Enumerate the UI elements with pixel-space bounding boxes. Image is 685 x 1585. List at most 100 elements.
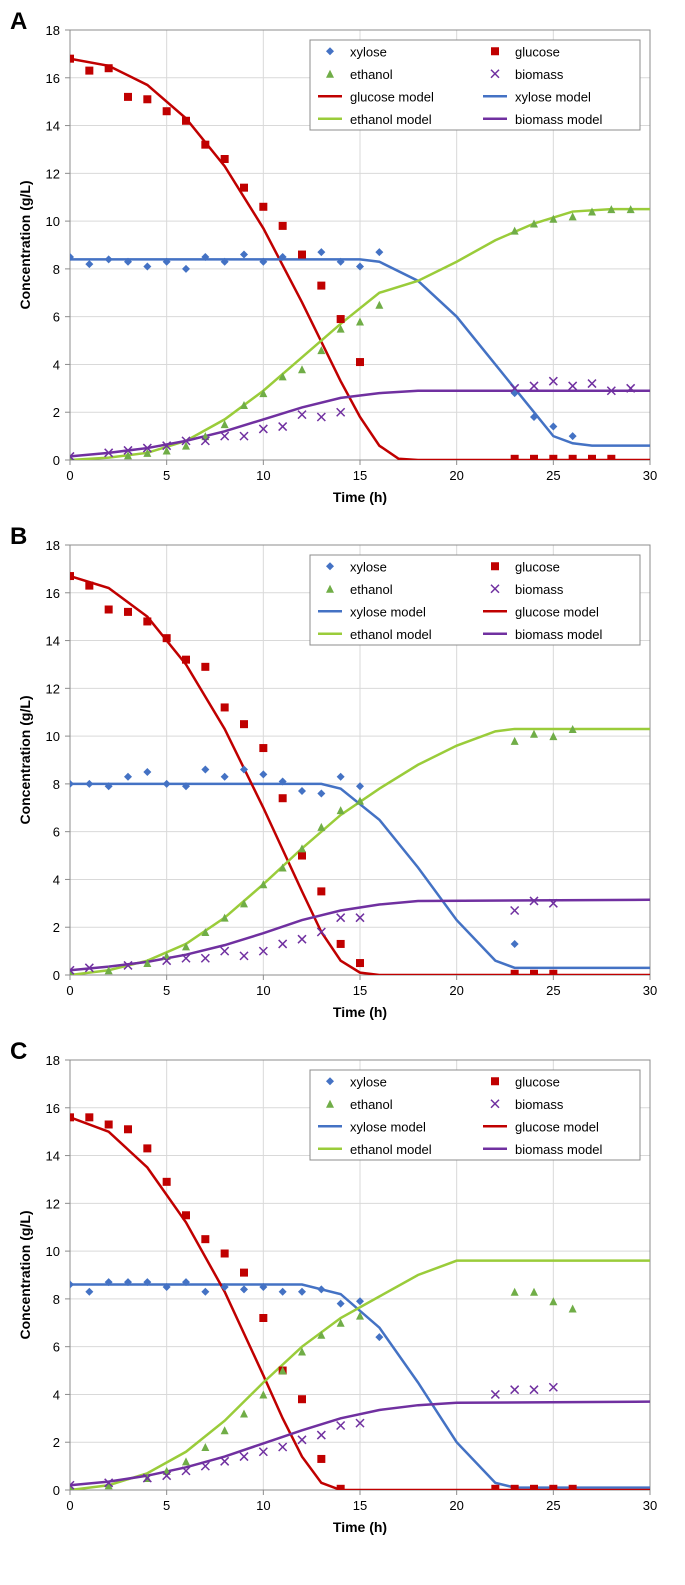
data-point — [143, 1144, 151, 1152]
legend-label: ethanol — [350, 67, 393, 82]
x-tick-label: 10 — [256, 468, 270, 483]
chart-svg: 051015202530024681012141618Time (h)Conce… — [10, 1040, 675, 1540]
y-tick-label: 2 — [53, 405, 60, 420]
x-axis-label: Time (h) — [333, 1004, 387, 1020]
data-point — [221, 155, 229, 163]
data-point — [105, 606, 113, 614]
data-point — [163, 107, 171, 115]
data-point — [337, 315, 345, 323]
chart-svg: 051015202530024681012141618Time (h)Conce… — [10, 10, 675, 510]
legend-label: biomass — [515, 582, 564, 597]
data-point — [240, 1269, 248, 1277]
legend-label: xylose model — [350, 1119, 426, 1134]
legend-label: glucose — [515, 1074, 560, 1089]
data-point — [491, 1077, 499, 1085]
legend-label: biomass model — [515, 1142, 603, 1157]
data-point — [85, 582, 93, 590]
y-tick-label: 2 — [53, 1435, 60, 1450]
data-point — [356, 959, 364, 967]
x-tick-label: 5 — [163, 468, 170, 483]
legend-label: ethanol model — [350, 1142, 432, 1157]
y-tick-label: 0 — [53, 968, 60, 983]
y-tick-label: 18 — [46, 538, 60, 553]
y-tick-label: 14 — [46, 634, 60, 649]
x-tick-label: 25 — [546, 468, 560, 483]
data-point — [317, 282, 325, 290]
x-tick-label: 30 — [643, 983, 657, 998]
data-point — [259, 744, 267, 752]
x-tick-label: 20 — [449, 468, 463, 483]
y-tick-label: 18 — [46, 1053, 60, 1068]
y-tick-label: 8 — [53, 777, 60, 792]
x-tick-label: 30 — [643, 1498, 657, 1513]
data-point — [201, 663, 209, 671]
data-point — [298, 1395, 306, 1403]
data-point — [221, 703, 229, 711]
legend-label: ethanol model — [350, 112, 432, 127]
data-point — [66, 55, 74, 63]
legend-label: biomass model — [515, 627, 603, 642]
chart-svg: 051015202530024681012141618Time (h)Conce… — [10, 525, 675, 1025]
y-tick-label: 6 — [53, 825, 60, 840]
legend-label: xylose model — [350, 604, 426, 619]
y-tick-label: 8 — [53, 1292, 60, 1307]
legend-label: ethanol — [350, 1097, 393, 1112]
data-point — [298, 251, 306, 259]
panel-label: A — [10, 8, 27, 36]
data-point — [511, 1485, 519, 1493]
legend-label: xylose model — [515, 89, 591, 104]
y-tick-label: 16 — [46, 1101, 60, 1116]
data-point — [279, 222, 287, 230]
data-point — [317, 1455, 325, 1463]
x-tick-label: 0 — [66, 1498, 73, 1513]
data-point — [511, 970, 519, 978]
data-point — [105, 64, 113, 72]
x-tick-label: 15 — [353, 1498, 367, 1513]
y-axis-label: Concentration (g/L) — [17, 1210, 33, 1339]
data-point — [182, 1211, 190, 1219]
data-point — [85, 67, 93, 75]
y-tick-label: 12 — [46, 1196, 60, 1211]
figure-container: A051015202530024681012141618Time (h)Conc… — [10, 10, 675, 1540]
panel-label: B — [10, 523, 27, 551]
legend-label: xylose — [350, 1074, 387, 1089]
y-axis-label: Concentration (g/L) — [17, 695, 33, 824]
legend-label: xylose — [350, 44, 387, 59]
x-tick-label: 30 — [643, 468, 657, 483]
y-tick-label: 16 — [46, 71, 60, 86]
y-tick-label: 10 — [46, 1244, 60, 1259]
legend-label: xylose — [350, 559, 387, 574]
y-tick-label: 10 — [46, 729, 60, 744]
data-point — [569, 1485, 577, 1493]
data-point — [259, 1314, 267, 1322]
data-point — [182, 117, 190, 125]
data-point — [85, 1113, 93, 1121]
y-tick-label: 10 — [46, 214, 60, 229]
x-tick-label: 15 — [353, 983, 367, 998]
x-tick-label: 15 — [353, 468, 367, 483]
x-axis-label: Time (h) — [333, 489, 387, 505]
data-point — [143, 617, 151, 625]
x-tick-label: 20 — [449, 983, 463, 998]
chart-panel: B051015202530024681012141618Time (h)Conc… — [10, 525, 675, 1025]
y-tick-label: 12 — [46, 166, 60, 181]
data-point — [588, 455, 596, 463]
chart-panel: A051015202530024681012141618Time (h)Conc… — [10, 10, 675, 510]
data-point — [240, 720, 248, 728]
x-tick-label: 10 — [256, 1498, 270, 1513]
y-tick-label: 14 — [46, 1149, 60, 1164]
data-point — [511, 455, 519, 463]
data-point — [66, 1113, 74, 1121]
data-point — [259, 203, 267, 211]
legend-label: biomass model — [515, 112, 603, 127]
chart-panel: C051015202530024681012141618Time (h)Conc… — [10, 1040, 675, 1540]
data-point — [124, 93, 132, 101]
data-point — [337, 940, 345, 948]
y-tick-label: 8 — [53, 262, 60, 277]
legend-label: biomass — [515, 1097, 564, 1112]
y-tick-label: 16 — [46, 586, 60, 601]
y-axis-label: Concentration (g/L) — [17, 180, 33, 309]
legend-label: glucose model — [350, 89, 434, 104]
data-point — [530, 1485, 538, 1493]
data-point — [105, 1121, 113, 1129]
